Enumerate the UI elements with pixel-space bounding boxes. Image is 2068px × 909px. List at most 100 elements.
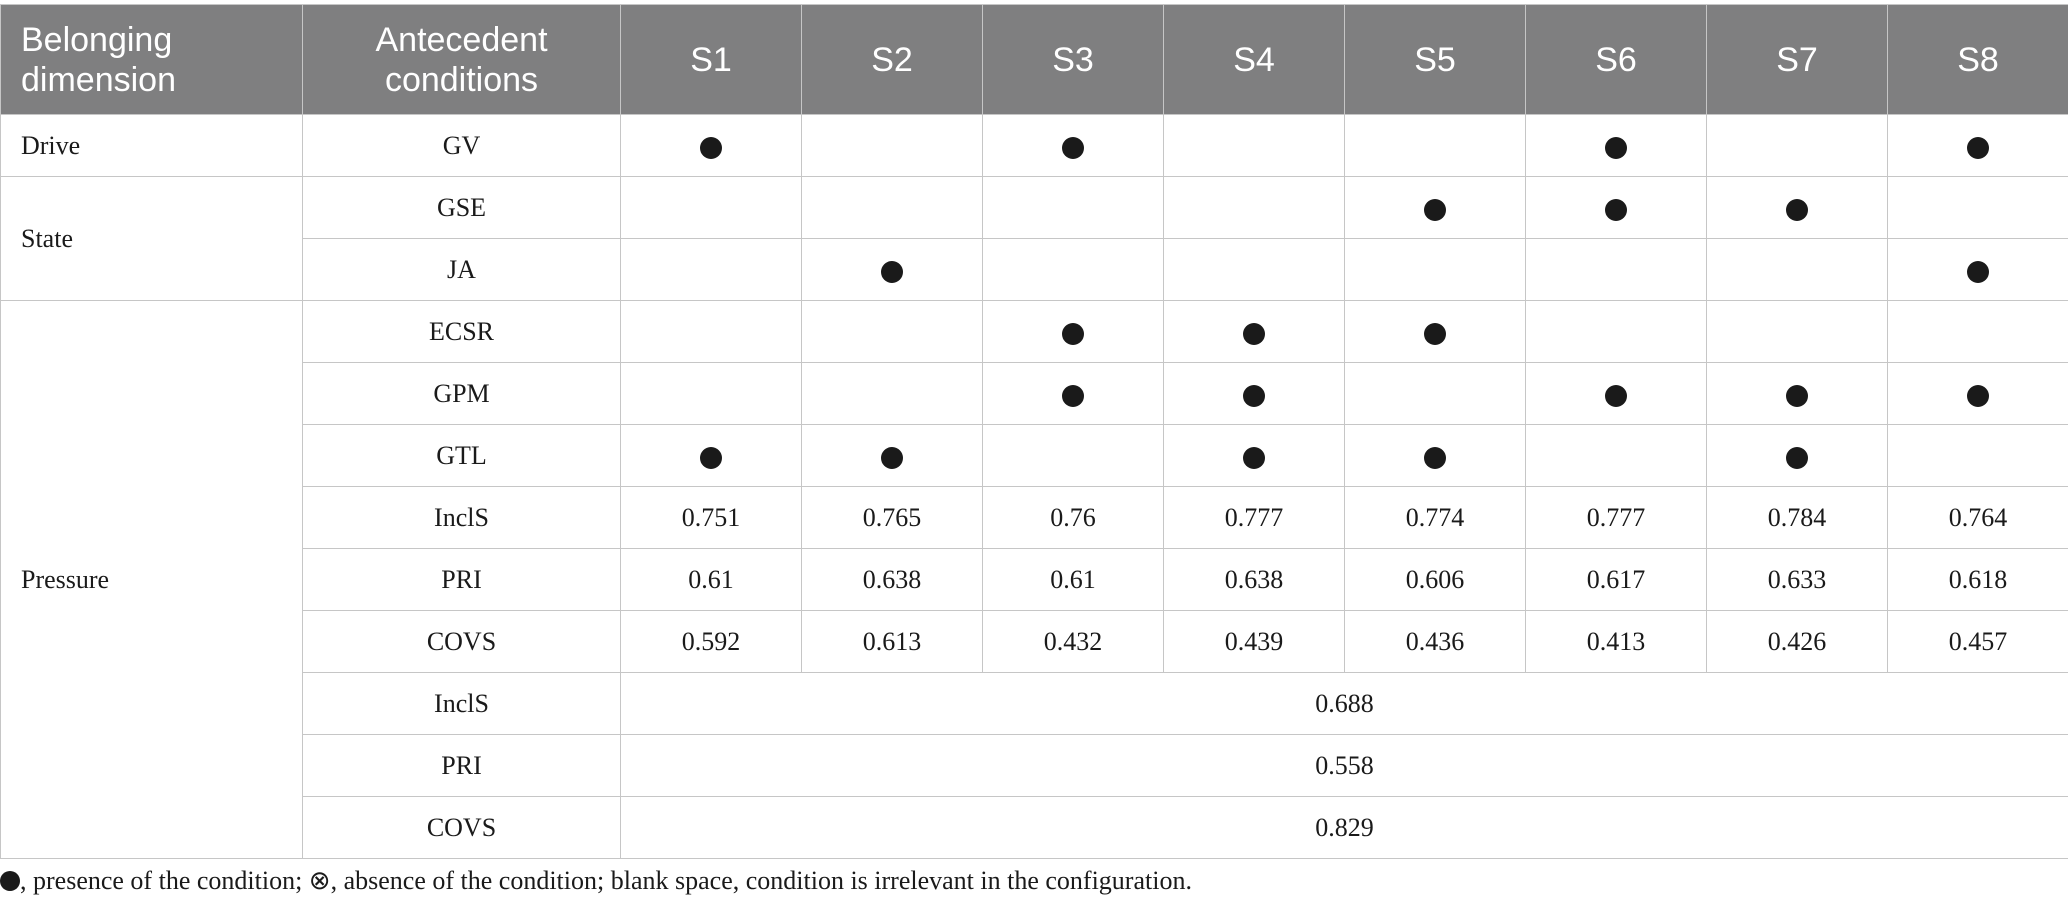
metric-value-cell: 0.61: [620, 548, 802, 611]
table-row: GTL: [1, 424, 2068, 487]
presence-cell: [982, 300, 1164, 363]
presence-dot-icon: [1967, 384, 1989, 407]
absence-symbol-icon: ⊗: [308, 866, 331, 895]
presence-cell: [1344, 362, 1526, 425]
table-row: Drive GV: [0, 114, 2068, 177]
presence-dot-icon: [1605, 384, 1627, 407]
presence-cell: [801, 114, 983, 177]
presence-cell: [1163, 300, 1345, 363]
presence-cell: [982, 114, 1164, 177]
footnote-presence: , presence of the condition;: [20, 866, 309, 895]
presence-dot-icon: [1786, 198, 1808, 221]
condition-name-cell: GSE: [302, 176, 621, 239]
presence-cell: [620, 362, 802, 425]
dimension-cell: Pressure: [0, 300, 303, 859]
presence-cell: [1344, 114, 1526, 177]
presence-dot-icon: [881, 446, 903, 469]
presence-dot-icon: [1786, 384, 1808, 407]
presence-cell: [620, 176, 802, 239]
metric-value-cell: 0.457: [1887, 610, 2068, 673]
presence-dot-icon: [1967, 260, 1989, 283]
presence-cell: [620, 424, 802, 487]
presence-cell: [801, 300, 983, 363]
metric-value-cell: 0.618: [1887, 548, 2068, 611]
footnote: , presence of the condition; ⊗, absence …: [0, 866, 1192, 896]
presence-cell: [982, 362, 1164, 425]
presence-cell: [982, 238, 1164, 301]
table-row: InclS 0.751 0.765 0.76 0.777 0.774 0.777 0.784 0…: [1, 486, 2068, 549]
table-row: State GSE: [0, 176, 2068, 301]
presence-cell: [1344, 300, 1526, 363]
presence-dot-icon: [1062, 136, 1084, 159]
metric-value-cell: 0.638: [801, 548, 983, 611]
presence-cell: [1525, 300, 1707, 363]
presence-cell: [1163, 114, 1345, 177]
header-s4: S4: [1163, 4, 1345, 115]
condition-name-cell: InclS: [302, 486, 621, 549]
presence-cell: [1706, 176, 1888, 239]
presence-cell: [1887, 176, 2068, 239]
metric-value-cell: 0.774: [1344, 486, 1526, 549]
presence-dot-icon: [1424, 198, 1446, 221]
header-s8: S8: [1887, 4, 2068, 115]
metric-value-cell: 0.764: [1887, 486, 2068, 549]
presence-dot-icon: [1786, 446, 1808, 469]
presence-cell: [1706, 238, 1888, 301]
presence-dot-icon: [1605, 136, 1627, 159]
presence-cell: [801, 238, 983, 301]
condition-name-cell: ECSR: [302, 300, 621, 363]
presence-dot-icon: [881, 260, 903, 283]
presence-cell: [1706, 424, 1888, 487]
presence-cell: [1163, 176, 1345, 239]
presence-cell: [1163, 238, 1345, 301]
table-row: JA: [1, 238, 2068, 301]
presence-dot-icon: [1243, 384, 1265, 407]
configuration-table: Belonging dimension Antecedent condition…: [0, 4, 2068, 859]
header-s2: S2: [801, 4, 983, 115]
presence-cell: [620, 300, 802, 363]
presence-cell: [982, 176, 1164, 239]
presence-cell: [1706, 362, 1888, 425]
metric-value-cell: 0.426: [1706, 610, 1888, 673]
presence-dot-icon: [700, 446, 722, 469]
table-row: PRI 0.61 0.638 0.61 0.638 0.606 0.617 0.633 0.61…: [1, 548, 2068, 611]
metric-value-cell: 0.617: [1525, 548, 1707, 611]
presence-dot-icon: [1243, 446, 1265, 469]
metric-value-cell: 0.777: [1525, 486, 1707, 549]
table-row: PRI 0.558: [1, 734, 2068, 797]
table-row: InclS 0.688: [1, 672, 2068, 735]
metric-value-cell: 0.592: [620, 610, 802, 673]
header-s6: S6: [1525, 4, 1707, 115]
presence-dot-icon: [1243, 322, 1265, 345]
presence-cell: [620, 238, 802, 301]
condition-name-cell: PRI: [302, 734, 621, 797]
presence-cell: [1887, 114, 2068, 177]
metric-value-cell: 0.76: [982, 486, 1164, 549]
presence-cell: [801, 176, 983, 239]
presence-cell: [1163, 424, 1345, 487]
presence-cell: [1706, 300, 1888, 363]
presence-cell: [1706, 114, 1888, 177]
metric-value-cell: 0.613: [801, 610, 983, 673]
metric-value-cell: 0.439: [1163, 610, 1345, 673]
overall-value-cell: 0.829: [620, 796, 2068, 859]
table-row: COVS 0.829: [1, 796, 2068, 859]
metric-value-cell: 0.413: [1525, 610, 1707, 673]
metric-value-cell: 0.777: [1163, 486, 1345, 549]
presence-cell: [1525, 362, 1707, 425]
presence-cell: [1887, 362, 2068, 425]
condition-name-cell: COVS: [302, 796, 621, 859]
presence-dot-icon: [700, 136, 722, 159]
presence-dot-icon: [1062, 322, 1084, 345]
presence-cell: [1887, 300, 2068, 363]
condition-name-cell: GPM: [302, 362, 621, 425]
dimension-cell: State: [0, 176, 303, 301]
header-s1: S1: [620, 4, 802, 115]
presence-cell: [1887, 424, 2068, 487]
presence-cell: [1344, 238, 1526, 301]
table-row: GPM: [1, 362, 2068, 425]
presence-cell: [620, 114, 802, 177]
presence-cell: [801, 424, 983, 487]
metric-value-cell: 0.633: [1706, 548, 1888, 611]
header-row: Belonging dimension Antecedent condition…: [0, 4, 2068, 115]
